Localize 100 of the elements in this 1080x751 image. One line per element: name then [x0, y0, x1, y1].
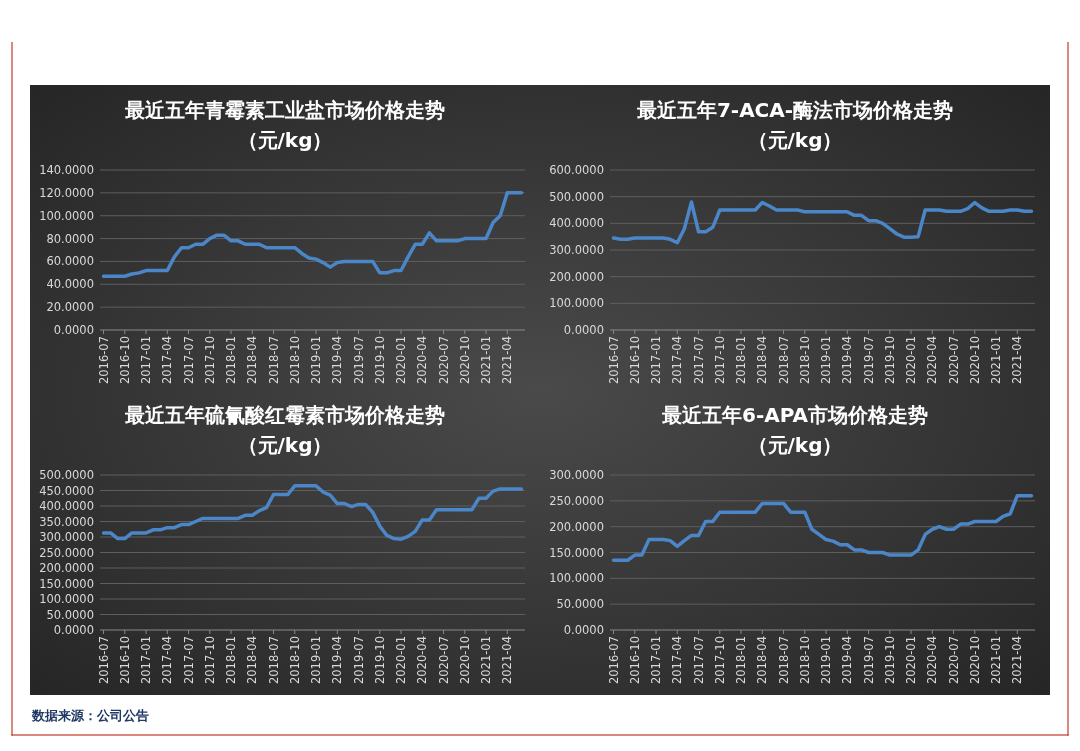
line-series	[611, 493, 1034, 562]
x-tick-label: 2017-04	[160, 336, 175, 385]
x-tick-label: 2017-07	[181, 336, 196, 385]
x-tick-label: 2019-01	[309, 636, 324, 685]
x-tick-label: 2019-10	[882, 636, 897, 685]
y-tick-label: 150.0000	[549, 545, 604, 560]
x-tick-label: 2018-04	[755, 336, 770, 385]
x-tick-label: 2017-04	[160, 636, 175, 685]
y-tick-label: 50.0000	[556, 597, 604, 612]
x-tick-label: 2018-01	[734, 336, 749, 385]
x-tick-label: 2020-10	[967, 336, 982, 385]
x-tick-label: 2020-10	[457, 336, 472, 385]
x-tick-label: 2017-01	[649, 336, 664, 385]
y-tick-label: 600.0000	[549, 163, 604, 177]
y-tick-label: 0.0000	[563, 623, 604, 637]
chart-subtitle: （元/kg）	[747, 128, 843, 152]
y-tick-label: 140.0000	[39, 163, 94, 177]
y-tick-label: 300.0000	[39, 530, 94, 544]
chart-subtitle: （元/kg）	[237, 128, 333, 152]
x-tick-label: 2017-10	[202, 636, 217, 685]
x-tick-label: 2017-01	[139, 636, 154, 685]
y-tick-label: 250.0000	[39, 545, 94, 560]
x-tick-label: 2020-01	[904, 336, 919, 385]
x-tick-label: 2018-01	[224, 636, 239, 685]
y-tick-label: 100.0000	[39, 208, 94, 223]
x-tick-label: 2017-10	[202, 336, 217, 385]
y-tick-label: 20.0000	[46, 300, 94, 315]
x-tick-label: 2021-01	[479, 336, 494, 385]
x-tick-label: 2018-01	[224, 336, 239, 385]
x-tick-label: 2021-04	[500, 636, 515, 685]
chart-subtitle: （元/kg）	[747, 433, 843, 457]
x-tick-label: 2020-01	[394, 636, 409, 685]
x-tick-label: 2021-01	[989, 336, 1004, 385]
x-tick-label: 2017-07	[691, 336, 706, 385]
x-tick-label: 2019-10	[882, 336, 897, 385]
x-tick-label: 2021-01	[989, 636, 1004, 685]
x-tick-label: 2016-07	[96, 336, 111, 385]
y-tick-label: 250.0000	[549, 493, 604, 508]
y-tick-label: 200.0000	[549, 269, 604, 284]
y-tick-label: 300.0000	[549, 243, 604, 257]
x-tick-label: 2019-07	[861, 636, 876, 685]
x-tick-label: 2018-07	[776, 636, 791, 685]
chart-title: 最近五年7-ACA-酶法市场价格走势	[635, 98, 954, 122]
x-tick-label: 2017-01	[649, 636, 664, 685]
x-tick-label: 2019-01	[819, 636, 834, 685]
x-tick-label: 2021-04	[1010, 336, 1025, 385]
x-tick-label: 2020-01	[394, 336, 409, 385]
x-tick-label: 2021-04	[1010, 636, 1025, 685]
y-tick-label: 400.0000	[549, 216, 604, 231]
x-tick-label: 2018-10	[797, 336, 812, 385]
y-tick-label: 200.0000	[39, 561, 94, 575]
x-tick-label: 2016-10	[627, 336, 642, 385]
y-tick-label: 100.0000	[549, 296, 604, 311]
x-tick-label: 2019-07	[351, 336, 366, 385]
x-tick-label: 2017-10	[712, 336, 727, 385]
x-tick-label: 2017-01	[139, 336, 154, 385]
y-tick-label: 0.0000	[53, 623, 94, 637]
x-tick-label: 2017-10	[712, 636, 727, 685]
x-tick-label: 2018-10	[287, 636, 302, 685]
y-tick-label: 0.0000	[53, 323, 94, 337]
x-tick-label: 2016-07	[96, 636, 111, 685]
x-tick-label: 2019-07	[351, 636, 366, 685]
x-tick-label: 2019-10	[372, 336, 387, 385]
x-tick-label: 2019-04	[840, 636, 855, 685]
x-tick-label: 2018-10	[287, 336, 302, 385]
x-tick-label: 2020-10	[457, 636, 472, 685]
line-series	[611, 200, 1034, 245]
y-tick-label: 350.0000	[39, 514, 94, 529]
y-tick-label: 60.0000	[46, 254, 94, 269]
line-series	[101, 191, 524, 279]
line-series	[101, 484, 524, 541]
x-tick-label: 2016-10	[117, 336, 132, 385]
y-tick-label: 450.0000	[39, 483, 94, 498]
x-tick-label: 2020-04	[415, 336, 430, 385]
source-note: 数据来源：公司公告	[31, 708, 149, 723]
x-tick-label: 2020-07	[436, 336, 451, 385]
y-tick-label: 40.0000	[46, 277, 94, 292]
chart-title: 最近五年硫氰酸红霉素市场价格走势	[124, 403, 445, 427]
y-tick-label: 100.0000	[549, 571, 604, 586]
x-tick-label: 2018-07	[266, 336, 281, 385]
x-tick-label: 2019-07	[861, 336, 876, 385]
x-tick-label: 2020-04	[415, 636, 430, 685]
x-tick-label: 2019-10	[372, 636, 387, 685]
chart-title: 最近五年6-APA市场价格走势	[661, 403, 928, 427]
x-tick-label: 2020-04	[925, 636, 940, 685]
y-tick-label: 500.0000	[549, 189, 604, 204]
y-tick-label: 400.0000	[39, 499, 94, 513]
x-tick-label: 2017-04	[670, 636, 685, 685]
x-tick-label: 2018-04	[245, 636, 260, 685]
x-tick-label: 2016-07	[606, 336, 621, 385]
x-tick-label: 2016-10	[627, 636, 642, 685]
x-tick-label: 2020-07	[436, 636, 451, 685]
x-tick-label: 2020-01	[904, 636, 919, 685]
x-tick-label: 2018-01	[734, 636, 749, 685]
x-tick-label: 2016-10	[117, 636, 132, 685]
x-tick-label: 2017-04	[670, 336, 685, 385]
y-tick-label: 80.0000	[46, 231, 94, 246]
y-tick-label: 50.0000	[46, 607, 94, 622]
x-tick-label: 2021-01	[479, 636, 494, 685]
x-tick-label: 2019-04	[330, 636, 345, 685]
